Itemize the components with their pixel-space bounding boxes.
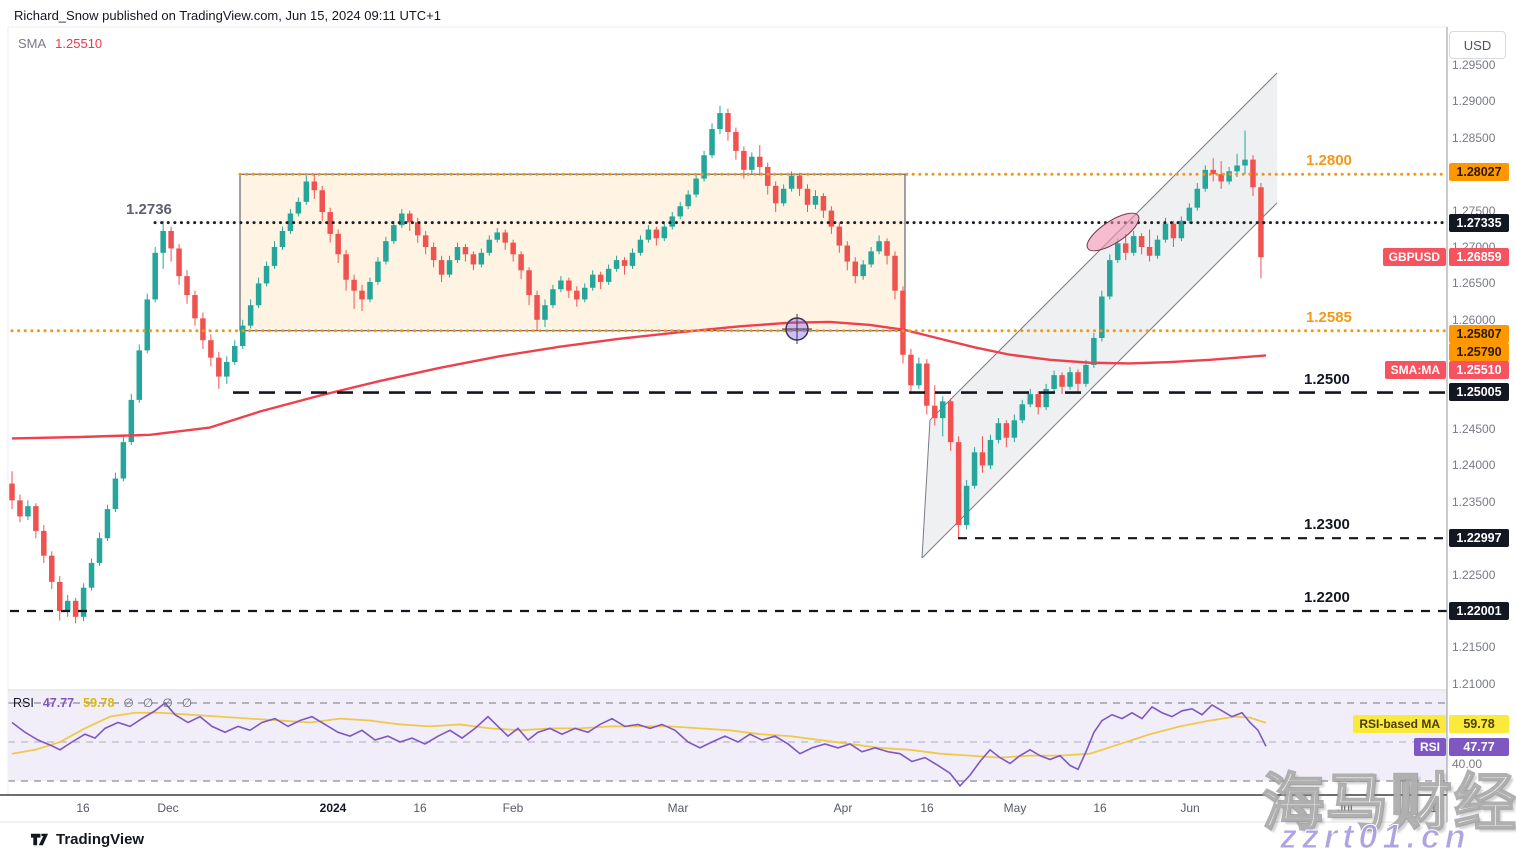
channel-lower-line [921, 202, 1278, 559]
tradingview-logo-text: TradingView [56, 831, 145, 848]
publish-header: Richard_Snow published on TradingView.co… [14, 8, 441, 23]
time-tick-label: 16 [413, 801, 427, 815]
level-label-1.2585: 1.2585 [1306, 308, 1352, 326]
rsi-band-fill [8, 691, 1447, 781]
price-label-tag-GBPUSD: GBPUSD [1382, 248, 1446, 267]
price-tick-label: 1.21000 [1452, 676, 1496, 691]
level-label-1.2200: 1.2200 [1304, 589, 1350, 606]
rsi-legend-title: RSI [13, 696, 34, 710]
indicator-legend-rsi[interactable]: RSI 47.77 59.78 ∅ ∅ ∅ ∅ [13, 696, 192, 710]
candlestick-series [9, 105, 1264, 624]
sma-legend-value: 1.25510 [55, 36, 103, 51]
site-watermark-cn: 海马财经 [1261, 768, 1516, 839]
price-tick-label: 1.22500 [1452, 567, 1496, 582]
sma-line [11, 320, 1267, 440]
time-tick-label: 16 [1093, 801, 1107, 815]
settings-icon[interactable]: ∅ [142, 696, 154, 710]
time-tick-label: 16 [1430, 801, 1444, 815]
chart-frame [0, 26, 1448, 823]
rsi-legend-value: 47.77 [42, 696, 75, 710]
price-tick-label: 1.24500 [1452, 422, 1496, 436]
tradingview-logo[interactable]: TradingView [30, 830, 144, 849]
sma-legend-label: SMA [18, 36, 47, 51]
drawings-behind [239, 72, 1278, 559]
price-tick-label: 1.26500 [1452, 276, 1496, 291]
time-tick-label: Jul [1337, 801, 1353, 815]
level-label-1.2500: 1.2500 [1304, 370, 1350, 388]
rsi-tag: RSI [1413, 738, 1446, 756]
price-label-tag-SMA:MA: SMA:MA [1384, 360, 1446, 379]
level-label-1.2300: 1.2300 [1304, 516, 1350, 534]
time-tick-label: May [1003, 801, 1027, 815]
time-tick-label: Feb [502, 801, 524, 815]
time-tick-label: Apr [833, 801, 853, 815]
time-tick-label: Mar [667, 801, 689, 815]
rsi-ma-tag: RSI-based MA [1353, 715, 1446, 733]
price-label-box-1.22997: 1.22997 [1449, 529, 1509, 548]
drawings-front [782, 212, 1140, 344]
rsi-axis-tick: 40.00 [1452, 757, 1483, 771]
rsi-value-box: 47.77 [1449, 738, 1509, 756]
price-tick-label: 1.29000 [1452, 94, 1496, 109]
channel-left-cap [921, 419, 931, 559]
indicator-legend-sma[interactable]: SMA 1.25510 [18, 36, 102, 51]
price-tick-label: 1.21500 [1452, 640, 1496, 655]
rsi-line [11, 701, 1267, 788]
time-tick-label: 16 [76, 801, 90, 815]
ellipse-drawing [1086, 212, 1140, 252]
price-tick-label: 1.29500 [1452, 58, 1496, 72]
level-label-1.2800: 1.2800 [1306, 152, 1352, 170]
delete-icon[interactable]: ∅ [162, 696, 173, 710]
time-tick-label: Jun [1180, 801, 1200, 815]
more-options-icon[interactable]: ∅ [181, 696, 193, 710]
visibility-icon[interactable]: ∅ [123, 696, 134, 710]
range-box-drawing [239, 173, 906, 332]
rsi-pane [8, 691, 1447, 788]
time-tick-label: Dec [157, 801, 179, 815]
price-tick-label: 1.28500 [1452, 130, 1496, 145]
rsi-ma-value-box: 59.78 [1449, 715, 1509, 733]
price-label-box-1.22001: 1.22001 [1449, 601, 1509, 620]
currency-toggle-button[interactable]: USD [1449, 31, 1506, 59]
price-tick-label: 1.26000 [1452, 312, 1496, 327]
price-label-box-1.27335: 1.27335 [1449, 213, 1509, 232]
level-label-1.2736: 1.2736 [126, 200, 172, 218]
time-tick-label: 2024 [319, 801, 347, 815]
tradingview-logo-icon [30, 833, 49, 846]
price-label-box-1.28027: 1.28027 [1449, 163, 1509, 182]
price-label-box-1.25807: 1.25807 [1449, 324, 1509, 343]
price-label-box-1.25790: 1.25790 [1449, 342, 1509, 361]
rsi-ma-legend-value: 59.78 [83, 696, 115, 710]
price-tick-label: 1.24000 [1452, 458, 1496, 473]
time-tick-label: 16 [920, 801, 934, 815]
price-label-box-1.25510: 1.25510 [1449, 360, 1509, 379]
price-label-box-1.25005: 1.25005 [1449, 383, 1509, 402]
price-label-box-1.26859: 1.26859 [1449, 248, 1509, 267]
rsi-ma-line [11, 711, 1267, 759]
price-tick-label: 1.23500 [1452, 494, 1496, 509]
site-watermark-url: zzrt01.cn [1280, 818, 1471, 857]
